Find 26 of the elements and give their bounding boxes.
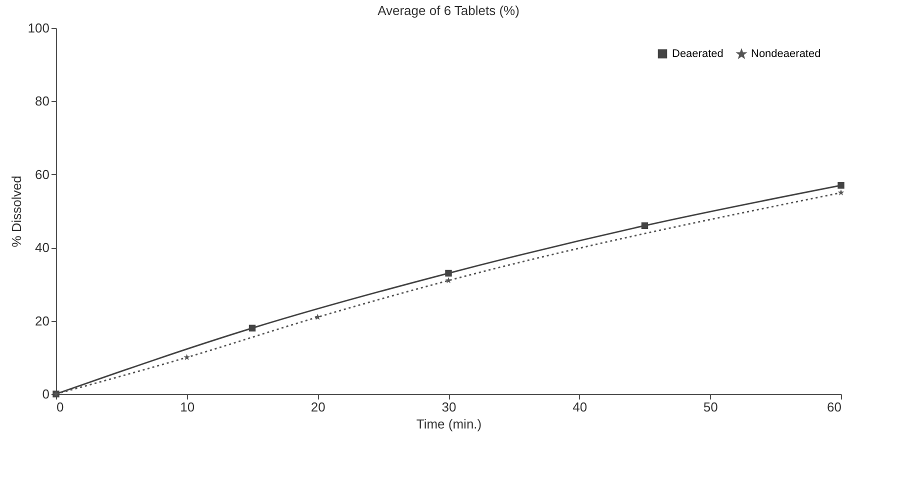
x-tick-label: 40	[572, 400, 588, 414]
y-tick-label: 100	[28, 20, 50, 36]
x-tick-label: 10	[180, 400, 195, 414]
y-tick-label: 80	[35, 94, 50, 109]
chart-title: Average of 6 Tablets (%)	[378, 3, 520, 18]
y-tick-label: 20	[35, 313, 50, 328]
x-tick-label: 50	[703, 400, 718, 414]
y-tick-label: 0	[42, 386, 50, 402]
point	[445, 270, 452, 277]
point	[641, 222, 648, 229]
x-tick-label: 20	[310, 400, 326, 414]
y-tick-label: 40	[35, 240, 50, 256]
x-axis-title: Time (min.)	[416, 416, 482, 432]
point	[838, 182, 844, 189]
point	[445, 277, 452, 284]
x-tick-label: 30	[442, 400, 456, 414]
legend-label: Deaerated	[672, 48, 724, 60]
x-tick-label: 0	[56, 400, 64, 414]
point	[314, 314, 321, 320]
point	[184, 354, 190, 360]
point	[248, 324, 256, 332]
x-tick-label: 60	[827, 400, 842, 414]
point	[838, 189, 844, 196]
y-tick-label: 60	[35, 166, 50, 182]
legend-label: Nondeaerated	[751, 48, 821, 60]
y-axis-title: % Dissolved	[8, 176, 24, 248]
